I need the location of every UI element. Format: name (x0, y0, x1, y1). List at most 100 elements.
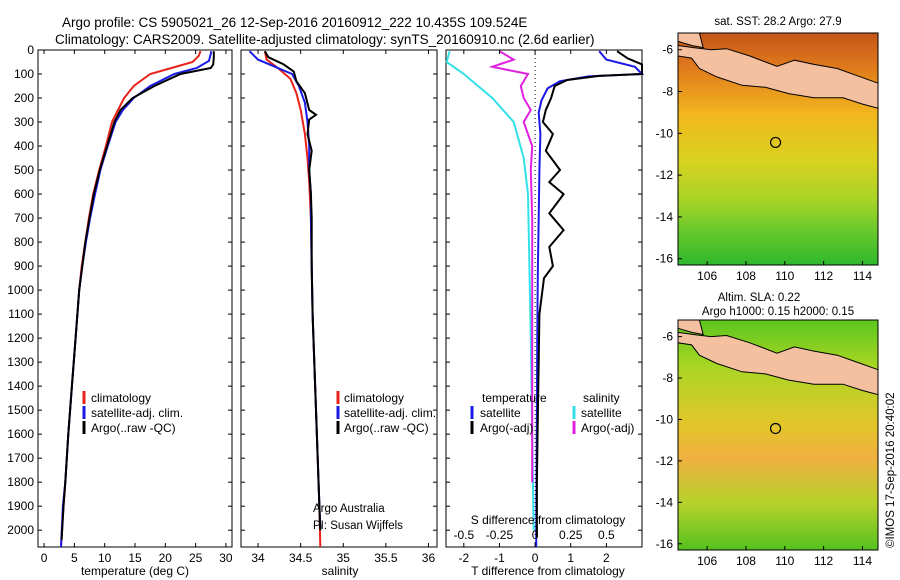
depth-tick-label: 1800 (7, 475, 34, 489)
legend-temperature-header: temperature (482, 391, 547, 405)
lon-tick-label: 108 (736, 554, 756, 568)
x-tick-label: 25 (189, 551, 203, 565)
depth-tick-label: 100 (14, 67, 34, 81)
legend-t-argo: Argo(-adj) (480, 421, 533, 435)
depth-tick-label: 1900 (7, 499, 34, 513)
lon-tick-label: 114 (853, 554, 872, 568)
lat-tick-label: -12 (656, 454, 674, 468)
lon-tick-label: 106 (697, 269, 717, 283)
legend-salinity-header: salinity (583, 391, 620, 405)
sst-map: sat. SST: 28.2 Argo: 27.9 106 10 (656, 16, 879, 283)
depth-tick-label: 1500 (7, 403, 34, 417)
legend-argo: Argo(..raw -QC) (91, 421, 176, 435)
float-pi: PI: Susan Wijffels (313, 520, 403, 532)
depth-tick-label: 900 (14, 259, 34, 273)
x-tick-label: 34.5 (289, 551, 313, 565)
temperature-panel: 0100200300400500600700800900100011001200… (7, 43, 233, 578)
lon-tick-label: 108 (736, 269, 756, 283)
sla-map-title-2: Argo h1000: 0.15 h2000: 0.15 (702, 306, 854, 318)
lat-tick-label: -8 (662, 85, 673, 99)
lat-tick-label: -16 (656, 252, 674, 266)
x-tick-label: -1 (494, 551, 505, 565)
header-line-2: Climatology: CARS2009. Satellite-adjuste… (55, 32, 595, 47)
series-line-argo--adj- (535, 50, 643, 538)
depth-tick-label: 1100 (8, 307, 34, 321)
temperature-legend: climatology satellite-adj. clim. Argo(..… (82, 391, 183, 435)
lat-tick-label: -6 (662, 43, 673, 57)
legend-climatology: climatology (91, 391, 151, 405)
argo-position-marker (769, 422, 782, 435)
x-tick-label: 34 (251, 551, 265, 565)
sla-map-title-1: Altim. SLA: 0.22 (718, 292, 800, 304)
series-line-climatology (60, 50, 202, 548)
depth-tick-label: 800 (14, 235, 34, 249)
lat-tick-label: -10 (656, 412, 674, 426)
x-tick-label: 36 (422, 551, 436, 565)
argo-position-marker (769, 136, 782, 149)
lon-tick-label: 114 (853, 269, 872, 283)
s-diff-tick-label: -0.25 (486, 528, 514, 542)
legend-satellite-adj: satellite-adj. clim. (91, 406, 183, 420)
series-line-satellite-adj--clim- (60, 50, 213, 548)
s-diff-tick-label: 0.25 (559, 528, 583, 542)
lon-tick-label: 110 (775, 269, 794, 283)
legend-s-satellite: satellite (581, 406, 622, 420)
sumatra-coast (677, 32, 704, 49)
x-tick-label: 2 (603, 551, 610, 565)
x-tick-label: 10 (98, 551, 112, 565)
depth-tick-label: 1300 (7, 355, 34, 369)
series-line-argo--adj- (488, 50, 534, 483)
java-island (677, 331, 879, 396)
depth-tick-label: 600 (14, 187, 34, 201)
salinity-panel: 34 34.5 35 35.5 36 salinity Argo Australia P… (240, 49, 438, 578)
legend-s-argo: Argo(-adj) (581, 421, 634, 435)
lat-tick-label: -10 (656, 126, 674, 140)
s-difference-xlabel: S difference from climatology (471, 513, 626, 527)
lat-tick-label: -12 (656, 168, 674, 182)
x-tick-label: 0 (532, 551, 539, 565)
lon-tick-label: 110 (775, 554, 794, 568)
s-diff-tick-label: -0.5 (453, 528, 474, 542)
lon-tick-label: 112 (814, 554, 833, 568)
depth-tick-label: 1200 (7, 331, 34, 345)
legend-t-satellite: satellite (480, 406, 521, 420)
lat-tick-label: -16 (656, 537, 674, 551)
x-tick-label: 30 (219, 551, 233, 565)
lat-tick-label: -6 (662, 330, 673, 344)
depth-tick-label: 1000 (7, 283, 34, 297)
legend-satellite-adj: satellite-adj. clim. (344, 406, 436, 420)
lat-tick-label: -14 (656, 495, 674, 509)
depth-tick-label: 1600 (7, 427, 34, 441)
depth-tick-label: 400 (14, 139, 34, 153)
legend-argo: Argo(..raw -QC) (344, 421, 429, 435)
x-tick-label: 5 (71, 551, 78, 565)
imos-credit: ©IMOS 17-Sep-2016 20:40:02 (885, 392, 897, 548)
x-tick-label: 20 (159, 551, 173, 565)
depth-tick-label: 700 (14, 211, 34, 225)
x-tick-label: -2 (458, 551, 469, 565)
series-line-argo---raw--qc- (264, 50, 322, 531)
salinity-xlabel: salinity (322, 564, 359, 578)
lat-tick-label: -14 (656, 210, 674, 224)
lon-tick-label: 106 (697, 554, 717, 568)
sst-map-title: sat. SST: 28.2 Argo: 27.9 (714, 16, 841, 28)
depth-tick-label: 1700 (7, 451, 34, 465)
s-diff-tick-label: 0 (532, 528, 539, 542)
difference-panel: -2 -1 0 1 2 -0.5 -0.25 0 0.25 0.5 T difference fr… (445, 49, 645, 578)
salinity-legend: climatology satellite-adj. clim. Argo(..… (336, 391, 436, 435)
java-island (677, 44, 879, 109)
t-difference-xlabel: T difference from climatology (471, 564, 625, 578)
x-tick-label: 0 (41, 551, 48, 565)
depth-tick-label: 500 (14, 163, 34, 177)
x-tick-label: 15 (128, 551, 142, 565)
x-tick-label: 35.5 (374, 551, 398, 565)
series-line-satellite (445, 50, 535, 531)
depth-tick-label: 2000 (7, 523, 34, 537)
lat-tick-label: -8 (662, 371, 673, 385)
temperature-xlabel: temperature (deg C) (81, 564, 189, 578)
depth-tick-label: 1400 (7, 379, 34, 393)
depth-tick-label: 0 (27, 43, 34, 57)
x-tick-label: 1 (567, 551, 574, 565)
float-owner: Argo Australia (313, 503, 385, 515)
